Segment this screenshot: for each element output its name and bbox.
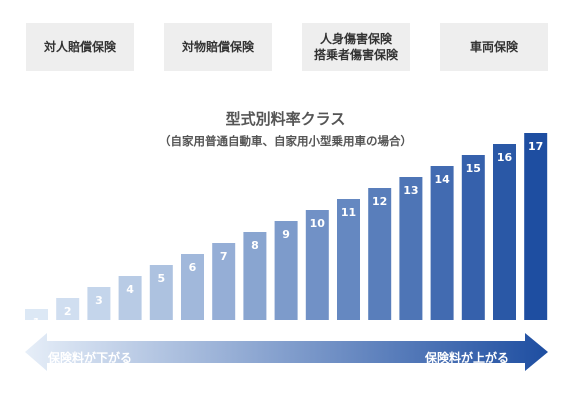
bar-label-1: 1 xyxy=(33,316,41,329)
bar-label-9: 9 xyxy=(282,228,290,241)
tab-label: 車両保険 xyxy=(469,40,518,54)
bar-label-14: 14 xyxy=(434,173,450,186)
bar-label-5: 5 xyxy=(157,272,165,285)
bar-label-3: 3 xyxy=(95,294,103,307)
bar-class-12 xyxy=(368,188,392,320)
coverage-tabs: 対人賠償保険 対物賠償保険 人身傷害保険 搭乗者傷害保険 車両保険 xyxy=(26,23,548,71)
bar-class-1 xyxy=(25,309,48,320)
bar-class-8 xyxy=(243,232,267,320)
bar-class-10 xyxy=(305,210,329,320)
arrow-left-label: 保険料が下がる xyxy=(48,351,133,365)
bar-class-7 xyxy=(212,243,236,320)
chart-subtitle: （自家用普通自動車、自家用小型乗用車の場合） xyxy=(159,134,412,148)
tab-sharyo[interactable]: 車両保険 xyxy=(440,23,548,71)
bar-label-12: 12 xyxy=(372,195,387,208)
bar-label-8: 8 xyxy=(251,239,259,252)
bar-label-13: 13 xyxy=(403,184,418,197)
tab-taijin-baisho[interactable]: 対人賠償保険 xyxy=(26,23,134,71)
bar-class-17 xyxy=(524,133,548,320)
bar-label-15: 15 xyxy=(466,162,481,175)
bar-label-6: 6 xyxy=(189,261,197,274)
bar-label-17: 17 xyxy=(528,140,543,153)
bar-class-15 xyxy=(461,155,485,320)
premium-direction-arrow xyxy=(25,333,548,371)
bar-class-16 xyxy=(493,144,516,320)
chart-title: 型式別料率クラス xyxy=(225,110,346,128)
arrow-right-label: 保険料が上がる xyxy=(425,351,510,365)
tab-label: 対物賠償保険 xyxy=(181,40,254,54)
bar-class-2 xyxy=(56,298,80,320)
bar-label-7: 7 xyxy=(220,250,228,263)
bar-label-16: 16 xyxy=(497,151,513,164)
bar-class-3 xyxy=(87,287,111,320)
bar-class-6 xyxy=(181,254,204,320)
tab-label-line1: 人身傷害保険 xyxy=(319,32,392,46)
bar-label-10: 10 xyxy=(310,217,326,230)
tab-taibutsu-baisho[interactable]: 対物賠償保険 xyxy=(164,23,272,71)
bar-class-5 xyxy=(149,265,173,320)
tab-label: 対人賠償保険 xyxy=(43,40,116,54)
bar-class-4 xyxy=(118,276,142,320)
bar-class-14 xyxy=(430,166,454,320)
bar-class-9 xyxy=(274,221,298,320)
bar-label-4: 4 xyxy=(126,283,134,296)
tab-jinshin-shogai[interactable]: 人身傷害保険 搭乗者傷害保険 xyxy=(302,23,410,71)
tab-label-line2: 搭乗者傷害保険 xyxy=(313,48,398,62)
bar-label-11: 11 xyxy=(341,206,356,219)
bar-label-2: 2 xyxy=(64,305,72,318)
bar-class-13 xyxy=(399,177,423,320)
bar-class-11 xyxy=(337,199,360,320)
